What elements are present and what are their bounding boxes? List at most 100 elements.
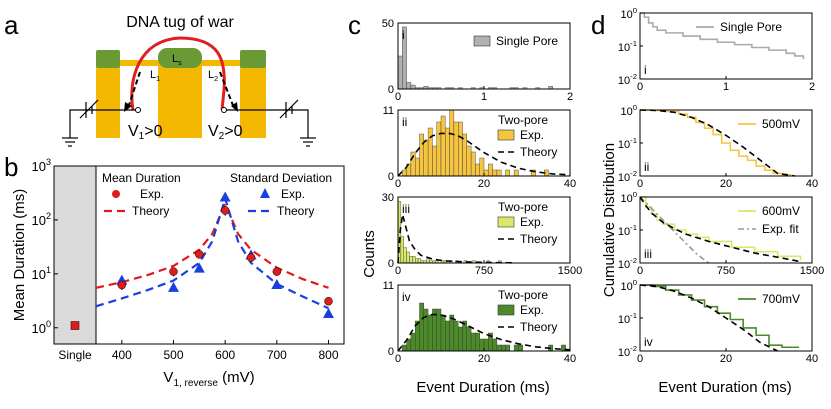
y-tick-label: 10-2 <box>618 72 637 87</box>
histogram-bar <box>419 133 425 177</box>
roman-label: ii <box>402 115 407 129</box>
mean-exp-point <box>324 297 333 306</box>
histogram-bar <box>445 320 450 352</box>
y-tick-label: 50 <box>382 18 394 30</box>
dna-tug-of-war-schematic: DNA tug of war Ls L1 L2 V1>0 V2>0 <box>62 14 316 147</box>
legend-exp: Exp. <box>520 128 544 142</box>
x-tick-label: 0 <box>395 353 401 365</box>
counts-axis-label: Counts <box>361 230 378 278</box>
y-tick-label: 30 <box>382 192 394 204</box>
label-v1: V1>0 <box>128 123 163 142</box>
theory-curve <box>639 284 778 352</box>
legend-swatch <box>497 216 515 228</box>
mean-exp-point <box>272 267 282 276</box>
roman-label: i <box>402 28 405 42</box>
histogram-bar <box>505 169 511 177</box>
theory-curve <box>397 313 571 352</box>
x-tick-label: 0 <box>395 265 401 277</box>
roman-label: ii <box>644 160 649 174</box>
histogram-bar <box>470 332 476 352</box>
x-axis-label: V1, reverse (mV) <box>163 369 254 389</box>
legend-mean-theory: Theory <box>132 204 169 218</box>
x-tick-label: 1500 <box>558 265 582 277</box>
y-axis-label: Mean Duration (ms) <box>11 189 28 322</box>
histogram-bar <box>462 320 468 352</box>
mean-exp-point <box>195 250 204 259</box>
histogram-bar <box>423 308 429 352</box>
histogram-bar <box>436 121 442 177</box>
legend-exp: Exp. <box>520 303 544 317</box>
mean-duration-chart: 100 101 102 103 400 500 600 700 800 Single Mean Du… <box>11 157 345 389</box>
legend-exp: Exp. <box>520 215 544 229</box>
x-tick-label: 0 <box>637 81 643 93</box>
plot-frame <box>397 22 571 90</box>
label-l1: L1 <box>150 69 160 83</box>
x-tick-label: 0 <box>395 91 401 103</box>
histogram-c-i: 0 50 0 1 2 i Single Pore <box>382 18 573 103</box>
cap-left <box>96 50 120 68</box>
histogram-bar <box>410 332 416 352</box>
x-tick-label: 750 <box>717 265 735 277</box>
histogram-bar <box>406 251 410 264</box>
histogram-bar <box>496 344 502 352</box>
y-tick-label: 11 <box>383 105 394 117</box>
histogram-bar <box>518 344 523 352</box>
legend-theory: Theory <box>520 145 557 159</box>
y-tick-label: 101 <box>31 265 51 282</box>
std-exp-point <box>168 281 179 292</box>
std-theory-curve <box>95 194 329 310</box>
histogram-bar <box>483 169 489 177</box>
legend-mean-title: Mean Duration <box>102 171 181 185</box>
theory-curve <box>639 196 801 263</box>
mean-exp-point <box>220 206 230 215</box>
circuit-right <box>226 99 316 147</box>
histogram-bar <box>402 344 407 352</box>
electrode-right <box>221 107 227 113</box>
mean-exp-point <box>117 280 127 290</box>
histogram-bar <box>483 338 489 352</box>
pore-1 <box>120 66 158 138</box>
histogram-bar <box>449 109 455 177</box>
single-tick-label: Single <box>58 348 92 362</box>
histogram-bar <box>492 169 498 177</box>
mean-exp-point <box>169 267 178 276</box>
x-tick-label: 40 <box>806 353 818 365</box>
histogram-bar <box>423 139 429 177</box>
d-x-axis-label: Event Duration (ms) <box>658 379 791 396</box>
x-tick-label: 0 <box>637 265 643 277</box>
x-tick-label: 1500 <box>800 265 824 277</box>
y-tick-label: 10-1 <box>618 136 637 151</box>
std-exp-point <box>323 308 334 319</box>
force-arrow-right <box>219 71 235 109</box>
y-tick-label: 100 <box>31 319 51 336</box>
histogram-bar <box>449 314 455 352</box>
dna-strand <box>130 36 226 111</box>
label-ls: Ls <box>172 53 182 67</box>
histogram-bar <box>415 157 420 177</box>
y-tick-label: 0 <box>388 258 394 270</box>
roman-label: iii <box>644 247 652 261</box>
panel-label-c: c <box>348 10 361 40</box>
legend-swatch <box>497 304 515 316</box>
single-pore-region <box>54 166 96 344</box>
panel-label-d: d <box>591 10 605 40</box>
y-tick-label: 102 <box>31 211 51 228</box>
label-v2: V2>0 <box>208 123 243 142</box>
histogram-bar <box>479 338 485 352</box>
std-exp-point <box>271 279 283 290</box>
x-tick-label: 20 <box>720 178 732 190</box>
histogram-bar <box>427 314 433 352</box>
histogram-bar <box>501 344 506 352</box>
x-tick-label: 700 <box>267 348 287 362</box>
cumulative-d-iii: 100 10-1 10-20 750 1500 iii 600mV Exp. fit <box>618 190 824 277</box>
x-tick-label: 0 <box>395 178 401 190</box>
histogram-bar <box>466 326 472 352</box>
y-tick-label: 103 <box>31 157 51 174</box>
histogram-bar <box>505 344 511 352</box>
panel-label-b: b <box>4 152 18 182</box>
x-tick-label: 1 <box>481 91 487 103</box>
